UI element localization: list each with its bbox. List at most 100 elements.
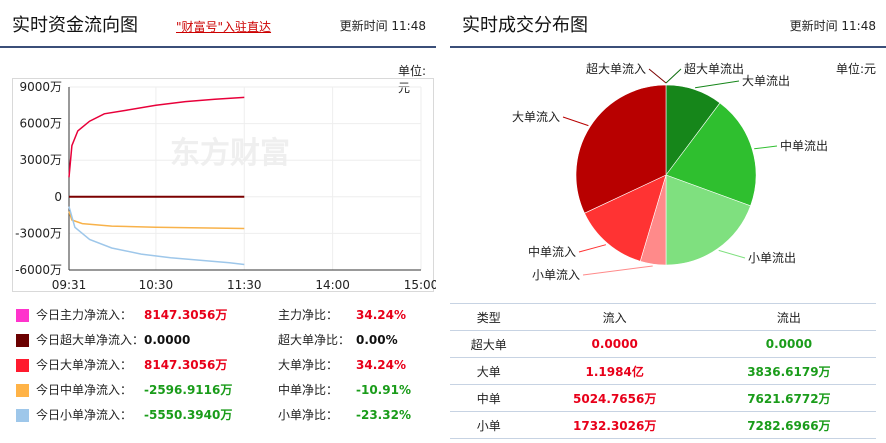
ratio-value: 34.24%: [356, 358, 406, 372]
pie-label-3: 中单流出: [780, 138, 828, 153]
summary-row-super-large: 今日超大单净流入： 0.0000 超大单净比： 0.00%: [16, 327, 426, 353]
flow-in: 1.1984亿: [527, 357, 702, 385]
x-tick-label: 11:30: [227, 278, 262, 292]
pie-leader-5: [582, 265, 653, 276]
summary-value: 8147.3056万: [144, 308, 228, 322]
capital-flow-unit: 单位:元: [398, 64, 427, 95]
y-tick-label: 0: [54, 190, 62, 204]
pie-leader-1: [665, 68, 682, 84]
summary-row-small: 今日小单净流入： -5550.3940万 小单净比： -23.32%: [16, 402, 426, 428]
y-tick-label: 3000万: [19, 153, 62, 167]
ratio-label: 大单净比：: [278, 358, 339, 372]
pie-label-6: 中单流入: [528, 244, 576, 259]
summary-label: 今日小单净流入：: [36, 408, 133, 422]
flow-type: 大单: [450, 357, 528, 385]
legend-swatch-medium: [16, 384, 29, 397]
trade-distribution-panel: 实时成交分布图 更新时间 11:48 单位:元 超大单流入 超大单流出 大单流出 中单…: [450, 0, 886, 443]
ratio-label: 中单净比：: [278, 383, 339, 397]
x-tick-label: 10:30: [139, 278, 174, 292]
trade-distribution-header: 实时成交分布图 更新时间 11:48: [450, 0, 886, 48]
capital-flow-header: 实时资金流向图 "财富号"入驻直达 更新时间 11:48: [0, 0, 436, 48]
ratio-value: -23.32%: [356, 408, 411, 422]
summary-value: 0.0000: [144, 333, 191, 347]
series-line-0: [68, 96, 245, 178]
pie-leader-2: [695, 80, 740, 89]
ratio-value: 34.24%: [356, 308, 406, 322]
summary-row-medium: 今日中单净流入： -2596.9116万 中单净比： -10.91%: [16, 377, 426, 403]
summary-label: 今日主力净流入：: [36, 308, 133, 322]
series-line-2: [68, 211, 245, 230]
table-row: 小单 1732.3026万 7282.6966万: [450, 411, 876, 439]
capital-flow-title: 实时资金流向图: [12, 15, 138, 36]
summary-row-large: 今日大单净流入： 8147.3056万 大单净比： 34.24%: [16, 352, 426, 378]
flow-out: 0.0000: [701, 330, 876, 358]
summary-value: -5550.3940万: [144, 408, 233, 422]
ratio-label: 超大单净比：: [278, 333, 351, 347]
y-tick-label: -6000万: [15, 263, 62, 277]
flow-table: 类型 流入 流出 超大单 0.0000 0.0000 大单 1.1984亿 38…: [450, 303, 876, 439]
flow-out: 7621.6772万: [701, 384, 876, 412]
legend-swatch-large: [16, 359, 29, 372]
y-tick-label: 9000万: [19, 80, 62, 94]
pie-slice-4: [665, 174, 751, 266]
summary-label: 今日大单净流入：: [36, 358, 133, 372]
pie-slice-3: [665, 102, 757, 207]
ratio-value: -10.91%: [356, 383, 411, 397]
ratio-label: 小单净比：: [278, 408, 339, 422]
pie-label-1: 超大单流出: [684, 61, 744, 76]
series-line-3: [68, 206, 245, 266]
flow-out: 7282.6966万: [701, 411, 876, 439]
flow-header-out: 流出: [701, 303, 876, 331]
flow-type: 超大单: [450, 330, 528, 358]
flow-type: 小单: [450, 411, 528, 439]
pie-slice-6: [584, 174, 667, 262]
capital-flow-update-time: 更新时间 11:48: [339, 19, 426, 33]
summary-row-main: 今日主力净流入： 8147.3056万 主力净比： 34.24%: [16, 302, 426, 328]
flow-type: 中单: [450, 384, 528, 412]
y-tick-label: -3000万: [15, 226, 62, 240]
watermark-text: 东方财富: [170, 136, 290, 171]
pie-label-4: 小单流出: [748, 251, 796, 265]
pie-label-0: 超大单流入: [586, 61, 646, 76]
pie-label-5: 小单流入: [532, 268, 580, 282]
summary-value: -2596.9116万: [144, 383, 233, 397]
pie-leader-4: [718, 249, 746, 259]
legend-swatch-super-large: [16, 334, 29, 347]
x-tick-label: 15:00: [404, 278, 436, 292]
ratio-value: 0.00%: [356, 333, 398, 347]
summary-label: 今日超大单净流入：: [36, 333, 145, 347]
pie-leader-6: [578, 244, 607, 253]
y-tick-label: 6000万: [19, 117, 62, 131]
table-row: 超大单 0.0000 0.0000: [450, 330, 876, 358]
table-row: 中单 5024.7656万 7621.6772万: [450, 384, 876, 412]
capital-flow-panel: 实时资金流向图 "财富号"入驻直达 更新时间 11:48 单位:元 东方财富 90…: [0, 0, 436, 443]
pie-leader-3: [754, 145, 778, 150]
flow-in: 5024.7656万: [527, 384, 702, 412]
trade-distribution-unit: 单位:元: [836, 62, 877, 76]
promo-link[interactable]: "财富号"入驻直达: [176, 20, 272, 34]
legend-swatch-main: [16, 309, 29, 322]
pie-leader-0: [648, 68, 667, 84]
flow-in: 0.0000: [527, 330, 702, 358]
summary-value: 8147.3056万: [144, 358, 228, 372]
pie-label-2: 大单流出: [742, 74, 790, 88]
pie-label-7: 大单流入: [512, 110, 560, 124]
pie-slice-7: [575, 84, 667, 214]
legend-swatch-small: [16, 409, 29, 422]
flow-out: 3836.6179万: [701, 357, 876, 385]
table-row: 大单 1.1984亿 3836.6179万: [450, 357, 876, 385]
trade-distribution-update-time: 更新时间 11:48: [789, 19, 876, 33]
ratio-label: 主力净比：: [278, 308, 339, 322]
flow-header-in: 流入: [527, 303, 702, 331]
trade-distribution-title: 实时成交分布图: [462, 15, 588, 36]
x-tick-label: 14:00: [315, 278, 350, 292]
capital-flow-chart-frame: [12, 78, 434, 292]
summary-label: 今日中单净流入：: [36, 383, 133, 397]
x-tick-label: 09:31: [52, 278, 87, 292]
flow-in: 1732.3026万: [527, 411, 702, 439]
pie-leader-7: [562, 116, 589, 127]
flow-header-type: 类型: [450, 303, 528, 331]
flow-table-header-row: 类型 流入 流出: [450, 303, 876, 331]
